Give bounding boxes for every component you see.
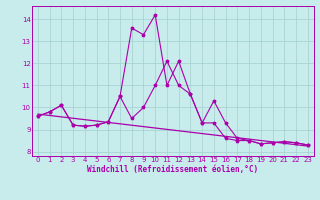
X-axis label: Windchill (Refroidissement éolien,°C): Windchill (Refroidissement éolien,°C)	[87, 165, 258, 174]
